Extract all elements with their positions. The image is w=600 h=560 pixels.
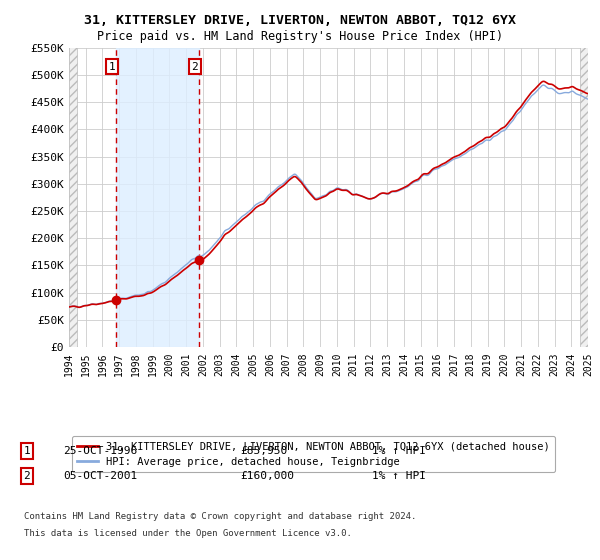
Text: 1% ↑ HPI: 1% ↑ HPI	[372, 471, 426, 481]
Text: 05-OCT-2001: 05-OCT-2001	[63, 471, 137, 481]
Text: £160,000: £160,000	[240, 471, 294, 481]
Text: 1: 1	[109, 62, 115, 72]
Text: This data is licensed under the Open Government Licence v3.0.: This data is licensed under the Open Gov…	[24, 529, 352, 538]
Text: 1: 1	[23, 446, 31, 456]
Text: 2: 2	[191, 62, 198, 72]
Text: 25-OCT-1996: 25-OCT-1996	[63, 446, 137, 456]
Text: £85,950: £85,950	[240, 446, 287, 456]
Text: Contains HM Land Registry data © Crown copyright and database right 2024.: Contains HM Land Registry data © Crown c…	[24, 512, 416, 521]
Text: 2: 2	[23, 471, 31, 481]
Text: Price paid vs. HM Land Registry's House Price Index (HPI): Price paid vs. HM Land Registry's House …	[97, 30, 503, 43]
Bar	[116, 48, 199, 347]
Legend: 31, KITTERSLEY DRIVE, LIVERTON, NEWTON ABBOT, TQ12 6YX (detached house), HPI: Av: 31, KITTERSLEY DRIVE, LIVERTON, NEWTON A…	[71, 436, 555, 472]
Text: 31, KITTERSLEY DRIVE, LIVERTON, NEWTON ABBOT, TQ12 6YX: 31, KITTERSLEY DRIVE, LIVERTON, NEWTON A…	[84, 14, 516, 27]
Text: 1% ↑ HPI: 1% ↑ HPI	[372, 446, 426, 456]
